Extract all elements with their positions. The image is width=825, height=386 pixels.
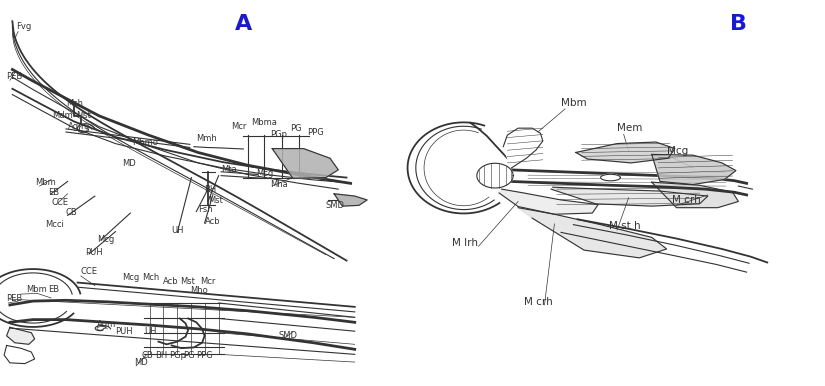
Text: Mha: Mha: [271, 180, 289, 189]
Polygon shape: [477, 163, 513, 188]
Text: Agm: Agm: [97, 320, 116, 329]
Text: MD: MD: [122, 159, 136, 168]
Text: Mcg: Mcg: [667, 146, 688, 156]
Polygon shape: [272, 149, 338, 178]
Text: Mcg: Mcg: [97, 235, 115, 244]
Polygon shape: [551, 187, 708, 206]
Text: Msh: Msh: [66, 99, 83, 108]
Text: CB: CB: [142, 351, 153, 360]
Text: Mbm: Mbm: [26, 285, 47, 294]
Text: SMD: SMD: [279, 331, 298, 340]
Text: Acb: Acb: [205, 217, 220, 226]
Text: PEB: PEB: [7, 294, 23, 303]
Text: Mst: Mst: [180, 278, 195, 286]
Polygon shape: [503, 128, 543, 168]
Text: Mcr: Mcr: [231, 122, 247, 131]
Text: EB: EB: [48, 188, 59, 197]
Text: Mcg: Mcg: [256, 169, 273, 178]
Text: PUH: PUH: [85, 248, 102, 257]
Text: Mem: Mem: [617, 123, 643, 133]
Polygon shape: [576, 142, 675, 163]
Text: Acb: Acb: [163, 278, 179, 286]
Text: M st h: M st h: [609, 221, 640, 231]
Text: SMD: SMD: [326, 201, 345, 210]
Text: PPG: PPG: [307, 128, 323, 137]
Text: PGp: PGp: [169, 351, 186, 360]
Text: Mbm: Mbm: [35, 178, 55, 187]
Text: Mho: Mho: [190, 286, 208, 295]
Text: Mbmo: Mbmo: [132, 138, 158, 147]
Text: MD: MD: [134, 359, 148, 367]
Polygon shape: [334, 194, 367, 206]
Text: BH: BH: [205, 185, 217, 194]
Text: Mcg: Mcg: [122, 273, 139, 282]
Text: Fsh: Fsh: [198, 205, 213, 214]
Text: EB: EB: [48, 285, 59, 294]
Text: M crh: M crh: [524, 297, 553, 307]
Text: Mch: Mch: [142, 273, 159, 282]
Text: PG: PG: [183, 351, 195, 360]
Polygon shape: [652, 154, 736, 185]
Text: Mbma: Mbma: [252, 119, 277, 127]
Text: BH: BH: [155, 351, 167, 360]
Text: CCE: CCE: [52, 198, 69, 207]
Text: Mcr: Mcr: [200, 278, 215, 286]
Text: Mcci: Mcci: [45, 220, 64, 229]
Text: PGp: PGp: [271, 130, 288, 139]
Polygon shape: [601, 174, 620, 181]
Text: PUH: PUH: [116, 327, 133, 336]
Text: Mbm: Mbm: [561, 98, 587, 108]
Text: CCE: CCE: [81, 267, 98, 276]
Text: CB: CB: [66, 208, 78, 217]
Text: UH: UH: [144, 327, 157, 336]
Text: Mst: Mst: [76, 112, 91, 120]
Text: Mst: Mst: [208, 196, 223, 205]
Polygon shape: [499, 189, 598, 214]
Text: Mmh: Mmh: [196, 134, 217, 143]
Text: PPG: PPG: [196, 351, 213, 360]
Text: M lrh: M lrh: [452, 238, 478, 248]
Text: PEB: PEB: [7, 72, 23, 81]
Text: Mta: Mta: [221, 166, 237, 174]
Polygon shape: [7, 327, 35, 344]
Polygon shape: [518, 208, 667, 258]
Text: A: A: [235, 14, 252, 34]
Text: Mdm: Mdm: [52, 111, 73, 120]
Text: Fvg: Fvg: [16, 22, 31, 31]
Text: UH: UH: [172, 227, 184, 235]
Text: Agm: Agm: [68, 122, 87, 131]
Polygon shape: [652, 182, 738, 208]
Text: B: B: [730, 14, 747, 34]
Text: PG: PG: [290, 124, 302, 133]
Text: M crh: M crh: [672, 195, 701, 205]
